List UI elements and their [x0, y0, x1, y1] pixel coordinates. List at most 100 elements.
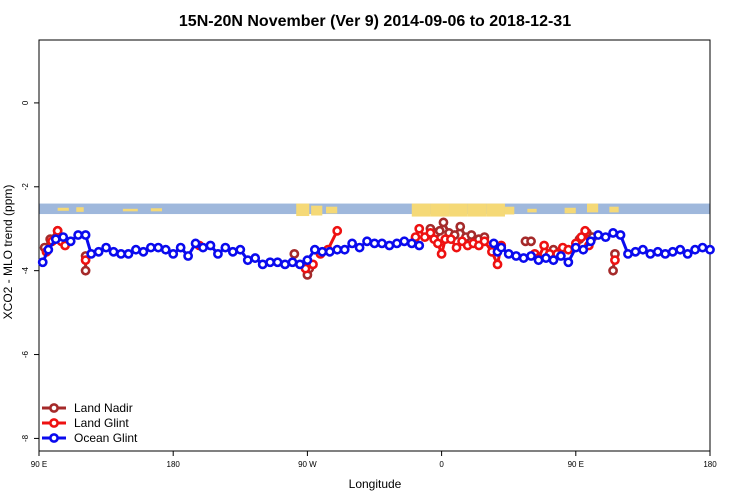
- series-point: [645, 248, 656, 259]
- series-point: [347, 238, 358, 249]
- series-point: [265, 257, 276, 268]
- map-land-patch: [467, 203, 487, 217]
- series-point: [580, 225, 591, 236]
- map-land-patch: [486, 203, 505, 217]
- series-point: [138, 246, 149, 257]
- legend-marker: [49, 418, 59, 428]
- series-point: [80, 265, 91, 276]
- series-point: [257, 259, 268, 270]
- series-point: [43, 244, 54, 255]
- series-point: [289, 248, 300, 259]
- series-point: [578, 244, 589, 255]
- series-point: [58, 232, 69, 243]
- y-axis-label: XCO2 - MLO trend (ppm): [1, 185, 15, 320]
- series-point: [220, 242, 231, 253]
- series-point: [675, 244, 686, 255]
- series-point: [190, 238, 201, 249]
- series-point: [250, 253, 261, 263]
- series-point: [414, 240, 425, 251]
- series-point: [302, 255, 313, 266]
- series-point: [168, 248, 179, 259]
- series-point: [690, 244, 700, 255]
- series-point: [615, 230, 626, 240]
- series-point: [384, 240, 395, 251]
- series-point: [153, 242, 164, 253]
- series-point: [414, 223, 425, 234]
- y-axis: 0 -2 -4 -6 -8: [21, 100, 39, 442]
- series-point: [539, 240, 550, 251]
- series-point: [533, 255, 544, 266]
- world-map-band: [39, 203, 710, 217]
- y-tick-label: -2: [21, 183, 30, 191]
- series-point: [80, 255, 91, 266]
- series-point: [526, 236, 536, 247]
- x-tick-label: 180: [167, 460, 181, 469]
- series-point: [227, 246, 238, 257]
- series-point: [466, 230, 477, 240]
- series-point: [518, 253, 529, 263]
- series-point: [116, 248, 126, 259]
- x-tick-label: 90 E: [31, 460, 47, 469]
- series-point: [526, 251, 536, 261]
- series-point: [175, 242, 186, 253]
- series-point: [608, 265, 618, 276]
- series-point: [593, 230, 604, 240]
- series-point: [205, 240, 216, 251]
- map-land-patch: [122, 208, 138, 212]
- map-land-patch: [449, 203, 468, 217]
- series-point: [65, 236, 76, 247]
- series-point: [436, 248, 447, 259]
- series-point: [198, 242, 208, 253]
- series-point: [479, 236, 490, 247]
- map-land-patch: [296, 203, 310, 217]
- series-point: [455, 221, 466, 232]
- series-point: [434, 225, 445, 236]
- series-point: [86, 248, 97, 259]
- series-point: [610, 255, 620, 266]
- y-tick-label: -8: [21, 434, 30, 442]
- series-point: [638, 244, 648, 255]
- series-point: [213, 248, 223, 259]
- series-layer: [37, 217, 715, 280]
- chart-title: 15N-20N November (Ver 9) 2014-09-06 to 2…: [179, 13, 571, 30]
- series-point: [511, 251, 522, 261]
- series-point: [667, 246, 678, 257]
- legend-label: Ocean Glint: [74, 431, 138, 445]
- series-point: [101, 242, 111, 253]
- series-point: [280, 259, 290, 270]
- series-point: [37, 257, 48, 268]
- series-point: [438, 217, 449, 228]
- map-land-patch: [311, 205, 323, 216]
- map-land-patch: [609, 206, 619, 213]
- series-point: [183, 251, 194, 261]
- series-point: [332, 244, 343, 255]
- series-point: [563, 244, 574, 255]
- series-point: [287, 257, 298, 268]
- series-point: [309, 244, 320, 255]
- series-point: [369, 238, 380, 249]
- series-point: [548, 255, 559, 266]
- series-point: [354, 242, 365, 253]
- y-tick-label: -4: [21, 267, 30, 275]
- series-point: [496, 242, 507, 253]
- map-land-patch: [76, 207, 84, 212]
- series-point: [332, 225, 343, 236]
- series-point: [362, 236, 372, 247]
- series-point: [630, 246, 641, 257]
- series-point: [123, 248, 134, 259]
- x-tick-label: 90 E: [568, 460, 584, 469]
- series-point: [585, 236, 596, 247]
- x-tick-label: 90 W: [298, 460, 317, 469]
- legend-item-ocean-glint: Ocean Glint: [42, 431, 138, 445]
- series-point: [160, 244, 171, 255]
- series-point: [600, 232, 611, 243]
- series-point: [608, 228, 618, 238]
- series-point: [697, 242, 708, 253]
- series-point: [451, 242, 462, 253]
- series-point: [52, 225, 63, 236]
- series-point: [324, 246, 335, 257]
- series-point: [317, 246, 328, 257]
- series-point: [295, 259, 305, 270]
- x-tick-label: 0: [439, 460, 444, 469]
